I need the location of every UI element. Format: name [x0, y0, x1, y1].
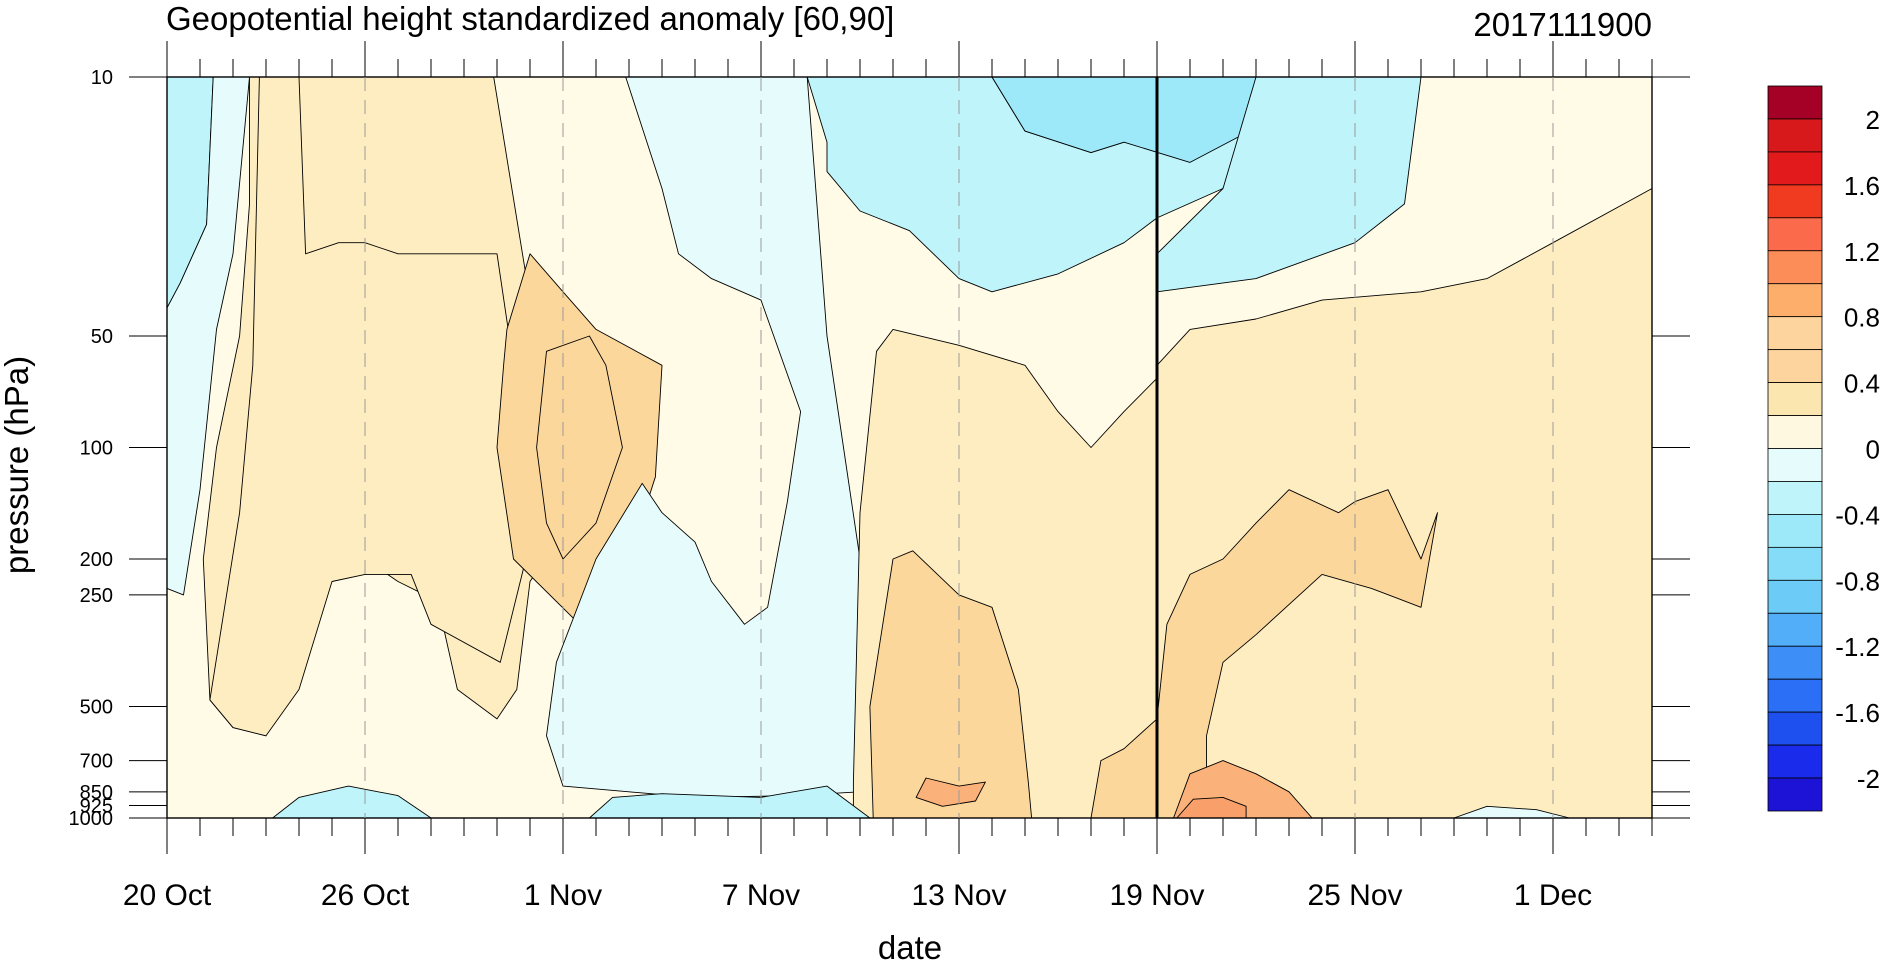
colorbar-swatch [1767, 514, 1823, 548]
colorbar-label: -0.8 [1835, 566, 1880, 596]
colorbar-swatch [1767, 85, 1823, 120]
x-axis: 20 Oct 26 Oct 1 Nov 7 Nov 13 Nov 19 Nov 25 Nov… [123, 41, 1653, 912]
colorbar-swatch [1767, 777, 1823, 812]
fill-pos3-13nov [915, 777, 986, 807]
colorbar-swatch [1767, 283, 1823, 318]
fill-pos1-inner [209, 76, 538, 737]
y-tick-label: 700 [80, 751, 113, 773]
colorbar-swatch [1767, 415, 1823, 449]
x-axis-label: date [878, 929, 942, 963]
x-tick-label: 7 Nov [722, 879, 800, 912]
x-tick-label: 25 Nov [1307, 879, 1402, 912]
y-tick-label: 200 [80, 549, 113, 571]
y-tick-label: 10 [91, 67, 113, 89]
colorbar-swatch [1767, 645, 1823, 680]
colorbar-label: 2 [1866, 105, 1880, 135]
colorbar-swatch [1767, 711, 1823, 746]
colorbar-label: 0.4 [1844, 369, 1880, 399]
plot-frame [166, 76, 1653, 819]
colorbar-swatch [1767, 382, 1823, 416]
x-tick-label: 26 Oct [321, 879, 410, 912]
colorbar-swatch [1767, 546, 1823, 581]
colorbar-label: -1.2 [1835, 632, 1880, 662]
fill-pos2-19nov [1090, 489, 1438, 819]
fill-neg1-left [166, 76, 250, 596]
x-tick-label: 13 Nov [911, 879, 1006, 912]
colorbar-swatch [1767, 349, 1823, 383]
y-axis-label: pressure (hPa) [0, 356, 35, 574]
colorbar-swatch [1767, 678, 1823, 713]
colorbar-label: 1.2 [1844, 237, 1880, 267]
contour-fills [166, 76, 1653, 819]
x-tick-label: 1 Nov [524, 879, 602, 912]
x-tick-label: 1 Dec [1514, 879, 1592, 912]
colorbar-label: 0.8 [1844, 303, 1880, 333]
colorbar-swatch [1767, 612, 1823, 647]
colorbar-swatch [1767, 579, 1823, 614]
colorbar-swatch [1767, 118, 1823, 153]
colorbar-label: 1.6 [1844, 171, 1880, 201]
colorbar-label: -0.4 [1835, 500, 1880, 530]
colorbar-swatch [1767, 250, 1823, 285]
chart-title: Geopotential height standardized anomaly… [166, 0, 894, 37]
y-tick-label: 50 [91, 326, 113, 348]
colorbar-swatch [1767, 744, 1823, 779]
fill-pos2-core [536, 335, 623, 560]
colorbar: 2 1.6 1.2 0.8 0.4 0 -0.4 -0.8 -1.2 -1.6 -2 [1767, 85, 1880, 812]
colorbar-swatch [1767, 481, 1823, 515]
y-tick-label: 1000 [69, 808, 114, 830]
y-tick-label: 850 [80, 782, 113, 804]
x-tick-label: 20 Oct [123, 879, 212, 912]
colorbar-label: 0 [1866, 435, 1880, 465]
colorbar-swatch [1767, 151, 1823, 186]
date-label: 2017111900 [1473, 6, 1652, 43]
colorbar-swatch [1767, 448, 1823, 482]
colorbar-swatch [1767, 316, 1823, 351]
x-tick-label: 19 Nov [1109, 879, 1204, 912]
y-tick-label: 100 [80, 438, 113, 460]
y-tick-label: 250 [80, 585, 113, 607]
y-tick-label: 925 [80, 795, 113, 817]
y-tick-label: 500 [80, 696, 113, 718]
colorbar-label: -2 [1857, 764, 1880, 794]
colorbar-label: -1.6 [1835, 698, 1880, 728]
fill-pos2-13nov [869, 550, 1033, 819]
colorbar-swatch [1767, 217, 1823, 252]
colorbar-swatch [1767, 184, 1823, 219]
